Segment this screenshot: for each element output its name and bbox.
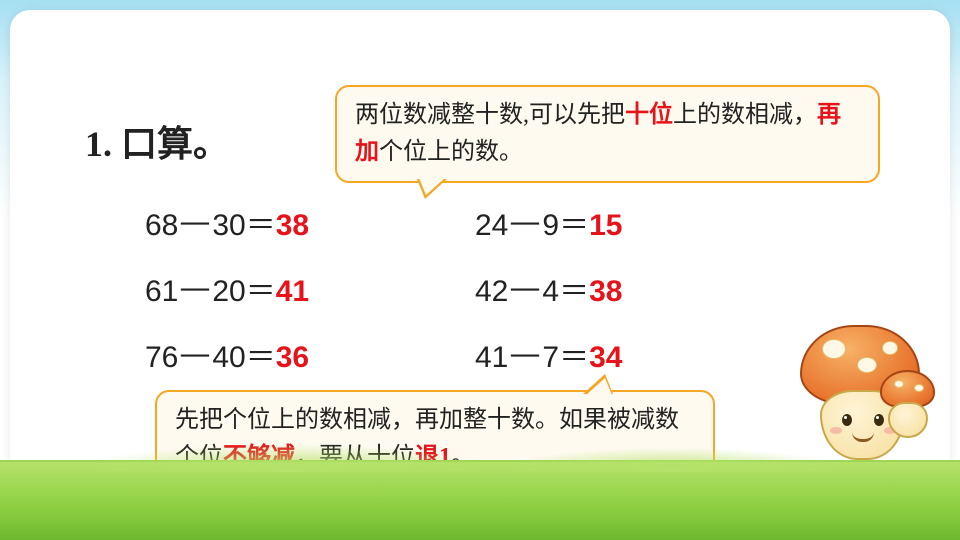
grass-decoration bbox=[0, 460, 960, 540]
eq-answer: 41 bbox=[276, 275, 309, 308]
eq-answer: 38 bbox=[276, 209, 309, 242]
eq-lhs: 76 bbox=[145, 341, 178, 374]
equals-icon: ＝ bbox=[559, 275, 589, 308]
minus-icon: － bbox=[506, 332, 545, 376]
eq-answer: 34 bbox=[589, 341, 622, 374]
eq-answer: 38 bbox=[589, 275, 622, 308]
problems-grid: 68－30＝38 24－9＝15 61－20＝41 42－4＝38 76－40＝… bbox=[145, 200, 785, 376]
eq-lhs: 42 bbox=[475, 275, 508, 308]
bubble-tail-icon bbox=[417, 179, 447, 199]
eq-lhs: 68 bbox=[145, 209, 178, 242]
bubble-tail-icon bbox=[583, 374, 613, 394]
page-title: 1. 口算。 bbox=[85, 115, 229, 167]
eq-rhs: 20 bbox=[212, 275, 245, 308]
minus-icon: － bbox=[176, 200, 215, 244]
equals-icon: ＝ bbox=[246, 275, 276, 308]
equation: 76－40＝36 bbox=[145, 332, 455, 376]
hint-highlight: 十位 bbox=[625, 102, 673, 128]
cloud-decoration bbox=[790, 45, 910, 80]
equation: 41－7＝34 bbox=[475, 332, 785, 376]
equation: 24－9＝15 bbox=[475, 200, 785, 244]
eq-lhs: 24 bbox=[475, 209, 508, 242]
hint-text: 上的数相减， bbox=[673, 102, 817, 128]
minus-icon: － bbox=[506, 200, 545, 244]
equals-icon: ＝ bbox=[246, 209, 276, 242]
eq-answer: 36 bbox=[276, 341, 309, 374]
eq-lhs: 41 bbox=[475, 341, 508, 374]
hint-bubble-top: 两位数减整十数,可以先把十位上的数相减，再加个位上的数。 bbox=[335, 85, 880, 183]
equation: 61－20＝41 bbox=[145, 266, 455, 310]
equation: 42－4＝38 bbox=[475, 266, 785, 310]
hint-text: 个位上的数。 bbox=[379, 139, 523, 165]
eq-lhs: 61 bbox=[145, 275, 178, 308]
minus-icon: － bbox=[176, 266, 215, 310]
eq-rhs: 7 bbox=[542, 341, 559, 374]
equals-icon: ＝ bbox=[246, 341, 276, 374]
eq-rhs: 9 bbox=[542, 209, 559, 242]
small-mushroom-icon bbox=[880, 370, 935, 440]
eq-rhs: 40 bbox=[212, 341, 245, 374]
eq-rhs: 4 bbox=[542, 275, 559, 308]
eq-rhs: 30 bbox=[212, 209, 245, 242]
equation: 68－30＝38 bbox=[145, 200, 455, 244]
minus-icon: － bbox=[176, 332, 215, 376]
hint-text: 两位数减整十数,可以先把 bbox=[355, 102, 625, 128]
eq-answer: 15 bbox=[589, 209, 622, 242]
minus-icon: － bbox=[506, 266, 545, 310]
equals-icon: ＝ bbox=[559, 209, 589, 242]
cloud-decoration bbox=[40, 30, 180, 70]
equals-icon: ＝ bbox=[559, 341, 589, 374]
